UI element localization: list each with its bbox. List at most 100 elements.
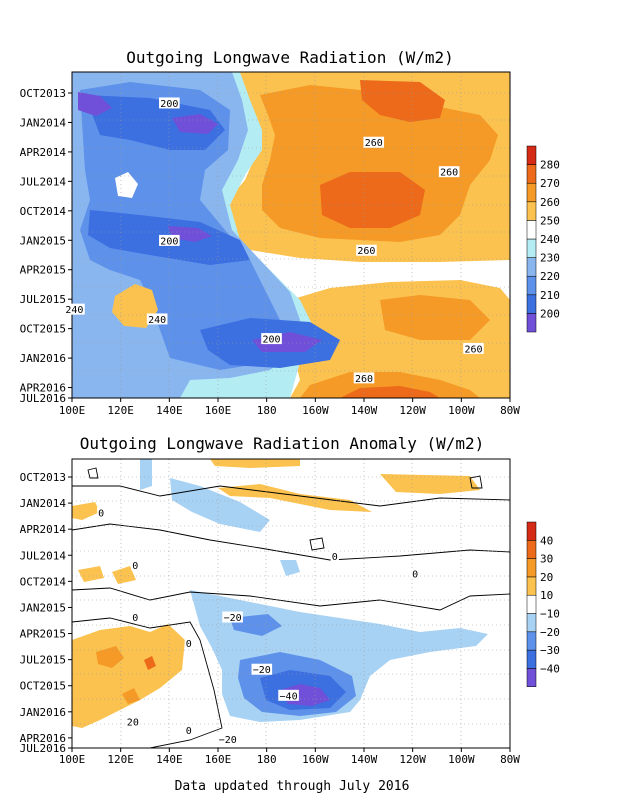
anomaly-y-tick-label: OCT2014	[20, 575, 67, 588]
olr-x-tick-label: 160E	[205, 404, 232, 417]
anomaly-x-tick-label: 120E	[107, 753, 134, 766]
olr-x-tick-label: 100E	[59, 404, 86, 417]
anomaly-title: Outgoing Longwave Radiation Anomaly (W/m…	[80, 434, 485, 453]
anomaly-y-tick-label: OCT2013	[20, 471, 66, 484]
olr-contour-label-bg	[261, 333, 282, 345]
anomaly-region-pos-6	[112, 566, 136, 584]
olr-colorbar-swatch	[526, 257, 537, 277]
olr-contour-labels: 200 200 200 240 240 260 260 260 260 260	[64, 97, 484, 385]
olr-colorbar: 200 210 220 230 240 250 260 270 280	[526, 145, 560, 333]
olr-y-tick-label: JUL2014	[20, 175, 67, 188]
olr-field	[72, 72, 510, 398]
anomaly-region-pos-5	[78, 566, 104, 582]
anomaly-contour-label-bg	[251, 663, 273, 675]
anomaly-region-pos-1	[210, 459, 300, 468]
anomaly-x-tick-label: 80W	[500, 753, 520, 766]
olr-colorbar-label: 210	[540, 289, 560, 302]
olr-contour-label: 260	[440, 168, 458, 179]
anomaly-colorbar-swatch	[526, 631, 537, 651]
anomaly-grid	[72, 459, 510, 748]
anomaly-contour-label-bg	[330, 550, 339, 562]
anomaly-contour-labels: 0 0 0 0 0 0 −20 −20 −40 −20 0 20	[97, 507, 420, 746]
anomaly-colorbar-label: 20	[540, 571, 553, 584]
olr-contour-label-bg	[64, 303, 85, 315]
anomaly-region-pos-2	[380, 474, 480, 494]
olr-contour-label-bg	[363, 136, 385, 148]
olr-region-260	[260, 85, 498, 242]
olr-region-250c	[112, 284, 158, 328]
olr-colorbar-label: 280	[540, 159, 560, 172]
anomaly-y-tick-label: JAN2014	[20, 497, 67, 510]
anomaly-x-tick-label: 140E	[156, 753, 183, 766]
anomaly-colorbar-label: 40	[540, 534, 553, 547]
anomaly-panel: Outgoing Longwave Radiation Anomaly (W/m…	[20, 434, 560, 766]
anomaly-contour-label: 0	[332, 552, 338, 563]
olr-colorbar-swatch	[526, 294, 537, 314]
olr-x-tick-label: 80W	[500, 404, 520, 417]
olr-contour-label: 240	[65, 305, 83, 316]
anomaly-colorbar-label: −30	[540, 644, 560, 657]
olr-y-tick-label: APR2014	[20, 146, 67, 159]
olr-x-axis: 100E 120E 140E 160E 180 160W 140W 120W 100W 80W	[59, 398, 520, 417]
anomaly-y-axis: OCT2013 JAN2014 APR2014 JUL2014 OCT2014 JAN20…	[20, 471, 72, 755]
olr-y-tick-label: JUL2015	[20, 293, 66, 306]
anomaly-colorbar-swatch	[526, 540, 537, 559]
olr-colorbar-swatch	[526, 145, 537, 165]
olr-y-axis: OCT2013 JAN2014 APR2014 JUL2014 OCT2014 JAN20…	[20, 87, 72, 405]
olr-colorbar-swatch	[526, 313, 537, 333]
olr-x-tick-label: 120E	[107, 404, 134, 417]
olr-x-tick-label: 160W	[302, 404, 329, 417]
anomaly-contour-label: 0	[412, 570, 418, 581]
anomaly-colorbar-label: −40	[540, 662, 560, 675]
anomaly-colorbar: −40 −30 −20 −10 10 20 30 40	[526, 521, 560, 687]
anomaly-colorbar-label: 10	[540, 589, 553, 602]
anomaly-colorbar-swatch	[526, 576, 537, 596]
olr-contour-label-bg	[463, 342, 484, 354]
anomaly-x-axis: 100E 120E 140E 160E 180 160W 140W 120W 100W 80W	[59, 748, 520, 766]
anomaly-contour-label: 0	[186, 639, 192, 650]
anomaly-colorbar-swatch	[526, 668, 537, 687]
olr-region-200d	[78, 92, 112, 116]
anomaly-contour-label-bg	[131, 611, 140, 623]
anomaly-x-tick-label: 100E	[59, 753, 86, 766]
olr-region-260b	[380, 295, 490, 340]
anomaly-contour-label-bg	[131, 559, 140, 571]
olr-region-240b	[115, 172, 138, 198]
anomaly-contour-label: 0	[132, 613, 138, 624]
olr-contour-label: 260	[365, 138, 383, 149]
anomaly-y-tick-label: APR2015	[20, 628, 66, 641]
anomaly-contour-label-bg	[184, 724, 193, 736]
olr-x-tick-label: 100W	[448, 404, 475, 417]
olr-y-tick-label: JAN2015	[20, 234, 66, 247]
olr-contour-label-bg	[159, 97, 180, 109]
olr-y-tick-label: OCT2013	[20, 87, 66, 100]
anomaly-contour-label: −40	[280, 691, 298, 702]
olr-contour-label: 260	[464, 344, 482, 355]
olr-y-tick-label: JUL2016	[20, 392, 66, 405]
olr-contour-label: 260	[355, 374, 373, 385]
olr-contour-label: 200	[160, 236, 178, 247]
anomaly-colorbar-label: −10	[540, 608, 560, 621]
olr-colorbar-label: 220	[540, 270, 560, 283]
olr-contour-label-bg	[356, 244, 377, 256]
anomaly-contour-label: −20	[219, 735, 237, 746]
olr-y-tick-label: OCT2014	[20, 205, 67, 218]
anomaly-x-tick-label: 100W	[448, 753, 475, 766]
footer-note: Data updated through July 2016	[175, 779, 410, 794]
anomaly-zero-contours	[72, 467, 510, 748]
olr-colorbar-swatch	[526, 182, 537, 203]
anomaly-contour-label-bg	[125, 715, 141, 727]
anomaly-contour-label: −20	[224, 613, 242, 624]
olr-contour-label-bg	[159, 234, 180, 246]
olr-y-tick-label: JAN2014	[20, 116, 67, 129]
anomaly-contour-label-bg	[411, 568, 420, 580]
olr-contour-label: 260	[357, 246, 375, 257]
anomaly-plot-frame	[71, 458, 511, 749]
anomaly-y-tick-label: JAN2016	[20, 706, 66, 719]
anomaly-field	[72, 459, 510, 748]
olr-colorbar-label: 250	[540, 214, 560, 227]
anomaly-region-neg-8	[280, 560, 300, 576]
olr-grid	[72, 72, 510, 398]
anomaly-contour-label-bg	[278, 689, 299, 701]
anomaly-x-tick-label: 160E	[205, 753, 232, 766]
